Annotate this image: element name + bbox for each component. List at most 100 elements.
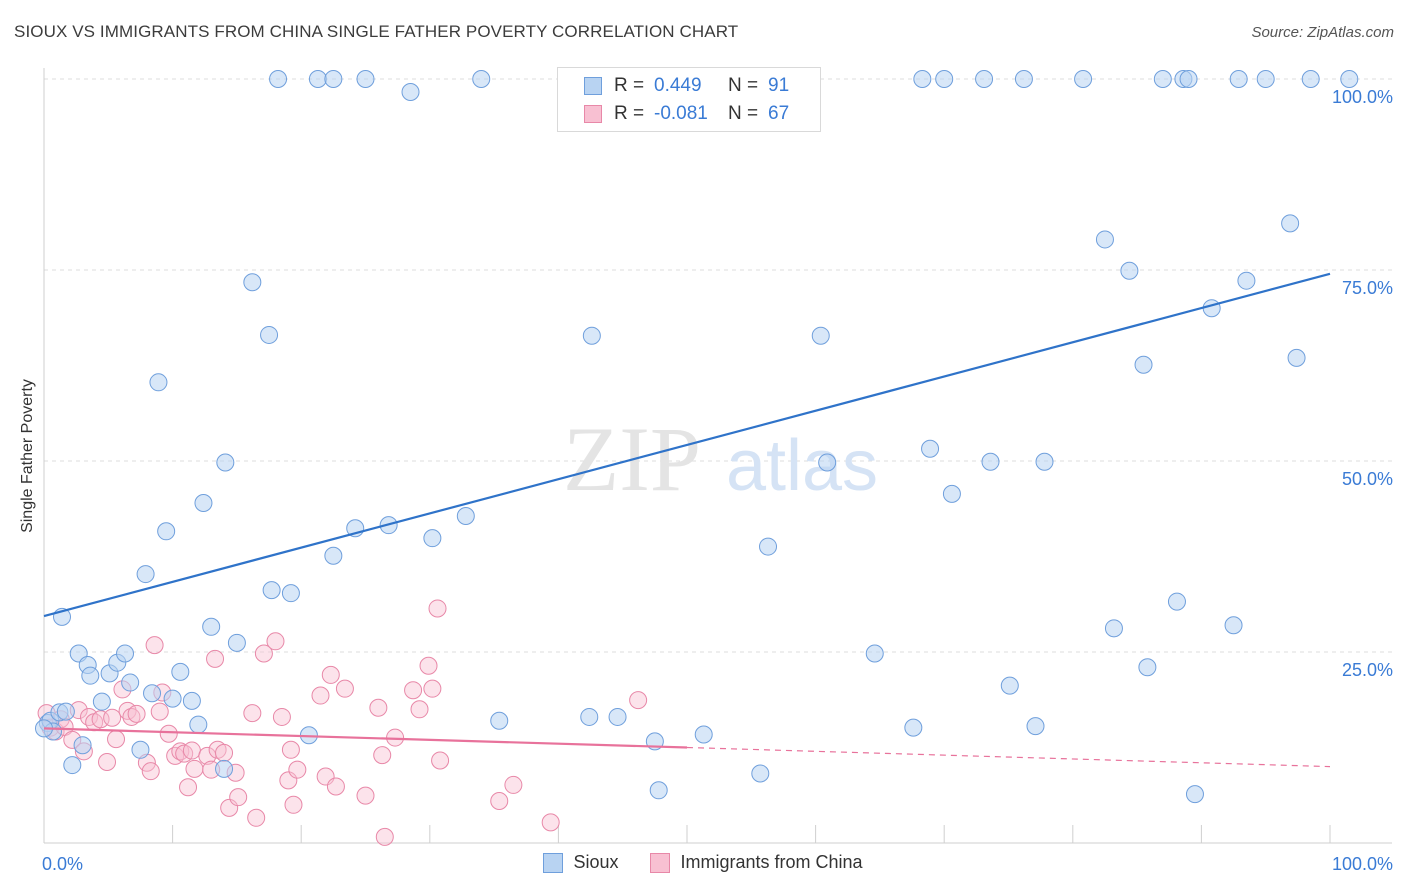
data-point-china (122, 707, 141, 726)
data-point-sioux (1014, 70, 1033, 88)
trend-lines (43, 272, 1331, 768)
legend-swatch-sioux (543, 852, 564, 873)
data-point-china (179, 778, 198, 797)
legend-n-value-china: 67 (768, 103, 790, 124)
legend-swatch-china (584, 105, 602, 123)
data-point-china (206, 649, 225, 668)
data-point-sioux (243, 273, 262, 292)
x-tick-label: 100.0% (1332, 854, 1393, 874)
data-point-sioux (56, 702, 75, 721)
data-point-china (423, 679, 442, 698)
data-point-sioux (73, 736, 92, 755)
data-point-sioux (1179, 70, 1198, 88)
legend-label-sioux: Sioux (573, 852, 619, 872)
data-point-china (504, 775, 523, 794)
data-point-china (215, 743, 234, 762)
data-point-sioux (942, 484, 961, 503)
x-tick-label: 0.0% (42, 854, 83, 874)
legend-row-china: R = -0.081 N = 67 (584, 101, 789, 127)
legend-item-china[interactable]: Immigrants from China (650, 852, 863, 873)
legend-r-value-sioux: 0.449 (654, 75, 702, 96)
data-point-sioux (472, 70, 491, 88)
data-point-sioux (1120, 261, 1139, 280)
data-point-sioux (913, 70, 932, 88)
y-tick-label: 25.0% (1342, 660, 1393, 680)
chart-title: SIOUX VS IMMIGRANTS FROM CHINA SINGLE FA… (14, 22, 739, 41)
data-point-sioux (423, 529, 442, 548)
data-point-china (98, 753, 117, 772)
data-point-china (419, 656, 438, 675)
y-tick-label: 100.0% (1332, 87, 1393, 107)
legend-n-label: N = (728, 103, 759, 124)
data-point-sioux (1026, 717, 1045, 736)
data-point-sioux (751, 764, 770, 783)
data-point-china (266, 632, 285, 651)
data-point-china (541, 813, 560, 832)
data-point-sioux (182, 691, 201, 710)
data-point-sioux (1000, 676, 1019, 695)
data-point-china (220, 798, 239, 817)
data-point-sioux (401, 82, 420, 101)
data-point-sioux (1138, 658, 1157, 677)
legend-swatch-china (650, 852, 671, 873)
data-point-sioux (1035, 452, 1054, 471)
data-point-sioux (215, 759, 234, 778)
data-point-china (321, 665, 340, 684)
legend-row-sioux: R = 0.449 N = 91 (584, 73, 789, 99)
data-point-sioux (1229, 70, 1248, 88)
data-point-china (182, 741, 201, 760)
data-point-china (404, 681, 423, 700)
series-sioux-points (35, 70, 1359, 804)
data-point-sioux (308, 70, 327, 88)
data-point-sioux (262, 581, 281, 600)
data-point-sioux (935, 70, 954, 88)
legend-r-label: R = (614, 75, 645, 96)
data-point-china (279, 771, 298, 790)
data-point-china (288, 760, 307, 779)
data-point-china (107, 730, 126, 749)
data-point-china (185, 759, 204, 778)
data-point-sioux (1167, 592, 1186, 611)
data-point-china (490, 791, 509, 810)
data-point-sioux (981, 452, 1000, 471)
trend-line-china-extrapolated (686, 746, 1331, 768)
data-point-sioux (818, 453, 837, 472)
watermark-atlas: atlas (726, 426, 878, 506)
data-point-china (127, 704, 146, 723)
data-point-sioux (260, 325, 279, 344)
data-point-sioux (136, 565, 155, 584)
data-point-china (284, 795, 303, 814)
data-point-sioux (490, 711, 509, 730)
data-point-china (311, 686, 330, 705)
data-point-sioux (116, 644, 135, 663)
data-point-sioux (324, 70, 343, 88)
legend-item-sioux[interactable]: Sioux (543, 852, 618, 873)
data-point-sioux (1281, 214, 1300, 233)
legend-swatch-sioux (584, 77, 602, 95)
data-point-china (428, 599, 447, 618)
data-point-china (369, 698, 388, 717)
data-point-sioux (1287, 348, 1306, 367)
data-point-sioux (759, 537, 778, 556)
data-point-china (254, 644, 273, 663)
data-point-sioux (149, 373, 168, 392)
data-point-sioux (1104, 619, 1123, 638)
grid-lines (44, 78, 1392, 653)
data-point-sioux (1256, 70, 1275, 88)
data-point-sioux (1185, 785, 1204, 804)
data-point-sioux (131, 740, 150, 759)
data-point-sioux (216, 453, 235, 472)
trend-line-china (43, 727, 688, 749)
data-point-china (150, 702, 169, 721)
trend-line-sioux (43, 272, 1331, 618)
legend-r-value-china: -0.081 (654, 103, 708, 124)
data-point-sioux (1153, 70, 1172, 88)
data-point-sioux (356, 70, 375, 88)
data-point-sioux (580, 707, 599, 726)
data-point-china (91, 710, 110, 729)
data-point-sioux (456, 507, 475, 526)
data-point-china (103, 708, 122, 727)
legend-label-china: Immigrants from China (680, 852, 863, 872)
data-point-sioux (811, 326, 830, 345)
data-point-sioux (975, 70, 994, 88)
